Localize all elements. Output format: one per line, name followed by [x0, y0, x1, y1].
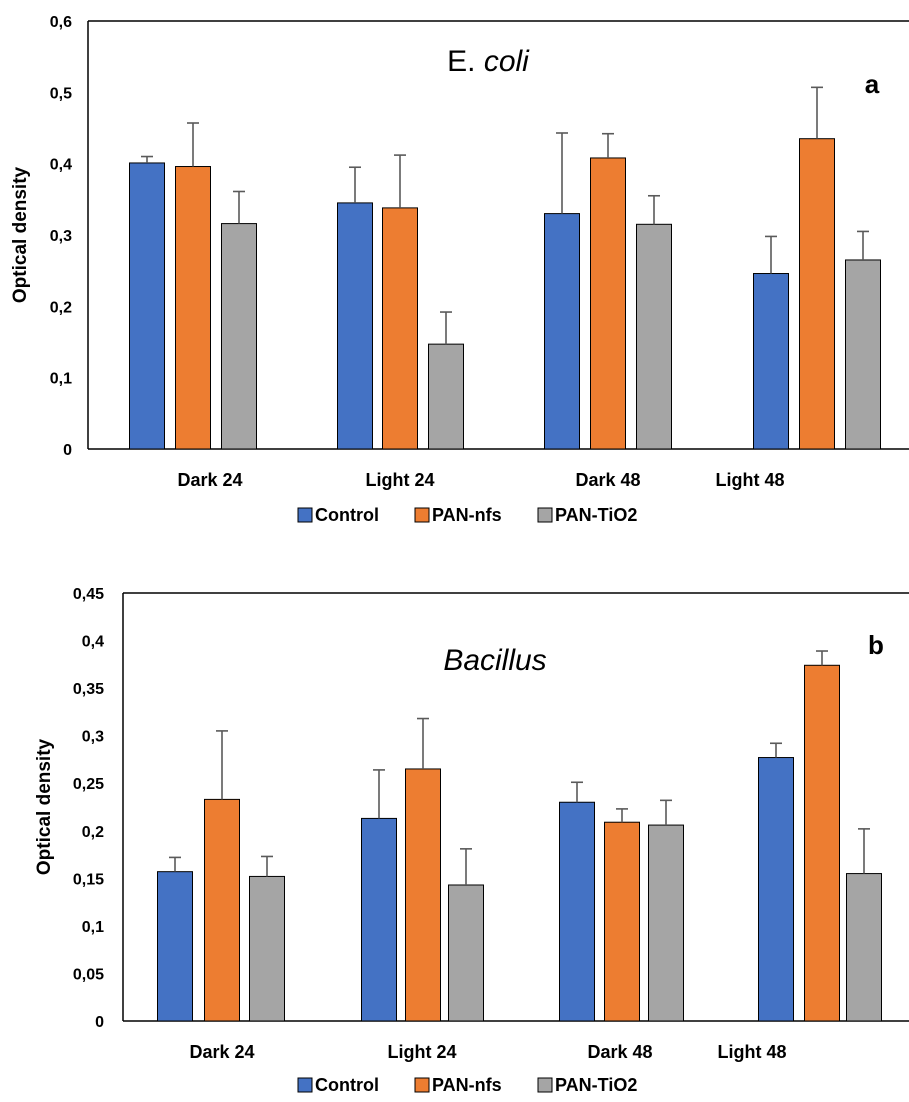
legend-label: Control — [315, 505, 379, 525]
legend-label: Control — [315, 1075, 379, 1095]
x-category-label: Light 48 — [717, 1042, 786, 1062]
x-category-label: Dark 48 — [575, 470, 640, 490]
bar-control — [758, 757, 794, 1022]
legend: Control PAN-nfs PAN-TiO2 — [297, 1075, 637, 1095]
y-tick-label: 0,4 — [82, 634, 104, 651]
bar-control — [753, 273, 789, 450]
y-tick-label: 0,45 — [73, 586, 104, 603]
chart-title: E. coli — [447, 45, 530, 78]
x-category-label: Light 24 — [365, 470, 434, 490]
y-tick-label: 0,15 — [73, 871, 104, 888]
legend-swatch — [297, 1077, 313, 1093]
y-axis-label: Optical density — [10, 166, 31, 303]
y-tick-label: 0,1 — [50, 371, 72, 388]
legend-label: PAN-TiO2 — [555, 505, 637, 525]
bar-pan-nfs — [175, 166, 211, 450]
bar-pan-tio2 — [845, 259, 881, 450]
x-category-label: Dark 24 — [177, 470, 242, 490]
y-tick-label: 0 — [63, 442, 72, 459]
x-category-label: Dark 24 — [189, 1042, 254, 1062]
legend-swatch — [537, 1077, 553, 1093]
y-tick-label: 0,35 — [73, 681, 104, 698]
panel-label: a — [865, 69, 880, 99]
y-tick-label: 0,3 — [50, 228, 72, 245]
y-tick-label: 0,2 — [82, 824, 104, 841]
legend-label: PAN-nfs — [432, 1075, 502, 1095]
bar-pan-tio2 — [846, 873, 882, 1022]
y-tick-label: 0,6 — [50, 14, 72, 31]
legend-swatch — [537, 507, 553, 523]
bar-control — [559, 801, 595, 1022]
bar-pan-tio2 — [636, 223, 672, 450]
legend: Control PAN-nfs PAN-TiO2 — [297, 505, 637, 525]
bar-control — [337, 202, 373, 450]
legend-label: PAN-TiO2 — [555, 1075, 637, 1095]
bar-pan-nfs — [604, 821, 640, 1022]
y-tick-label: 0,2 — [50, 299, 72, 316]
legend-swatch — [414, 507, 430, 523]
bar-pan-tio2 — [428, 343, 464, 450]
bar-control — [361, 817, 397, 1022]
bar-pan-tio2 — [249, 875, 285, 1022]
bar-pan-nfs — [804, 664, 840, 1022]
bar-pan-nfs — [204, 798, 240, 1022]
chart-b-bacillus: 0 0,05 0,1 0,15 0,2 0,25 0,3 0,35 0,4 0,45 Optical… — [34, 586, 909, 1095]
bar-control — [544, 213, 580, 450]
panel-label: b — [868, 630, 884, 660]
y-tick-label: 0,05 — [73, 966, 104, 983]
x-category-label: Dark 48 — [587, 1042, 652, 1062]
y-tick-label: 0,5 — [50, 85, 72, 102]
bar-pan-tio2 — [648, 824, 684, 1022]
y-tick-label: 0,4 — [50, 157, 72, 174]
legend-swatch — [414, 1077, 430, 1093]
legend-label: PAN-nfs — [432, 505, 502, 525]
legend-swatch — [297, 507, 313, 523]
x-category-label: Light 24 — [387, 1042, 456, 1062]
bar-pan-nfs — [799, 138, 835, 450]
y-tick-label: 0,3 — [82, 729, 104, 746]
y-axis-label: Optical density — [34, 738, 55, 875]
y-tick-label: 0,25 — [73, 776, 104, 793]
y-tick-label: 0,1 — [82, 919, 104, 936]
bar-pan-nfs — [405, 768, 441, 1022]
bar-pan-tio2 — [221, 223, 257, 450]
chart-title: Bacillus — [443, 644, 546, 677]
bar-control — [157, 871, 193, 1022]
bar-pan-nfs — [590, 157, 626, 450]
bar-pan-nfs — [382, 207, 418, 450]
y-tick-label: 0 — [95, 1014, 104, 1031]
bar-control — [129, 162, 165, 450]
x-category-label: Light 48 — [715, 470, 784, 490]
bar-pan-tio2 — [448, 884, 484, 1022]
chart-a-ecoli: 0 0,1 0,2 0,3 0,4 0,5 0,6 Optical density Dark 2… — [10, 14, 909, 525]
